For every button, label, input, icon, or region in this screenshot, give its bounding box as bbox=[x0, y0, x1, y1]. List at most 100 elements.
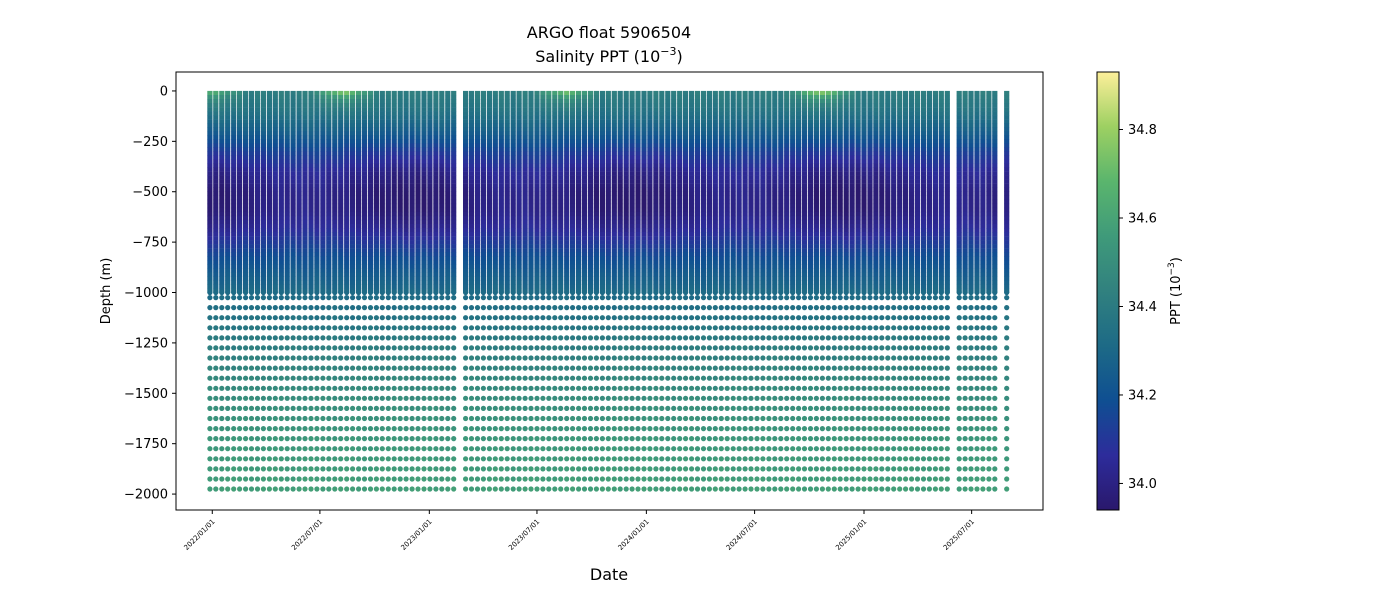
data-point bbox=[332, 395, 338, 401]
data-point bbox=[326, 215, 332, 221]
data-point bbox=[510, 252, 516, 257]
data-point bbox=[433, 345, 439, 351]
data-point bbox=[213, 268, 219, 273]
data-point bbox=[237, 268, 243, 273]
data-point bbox=[248, 159, 255, 164]
data-point bbox=[445, 395, 451, 401]
data-point bbox=[302, 228, 308, 233]
data-point bbox=[534, 203, 540, 209]
data-point bbox=[254, 345, 261, 351]
data-point bbox=[463, 111, 469, 116]
data-point bbox=[379, 248, 385, 253]
data-point bbox=[248, 466, 255, 472]
data-point bbox=[361, 315, 368, 321]
data-point bbox=[344, 415, 350, 422]
data-point bbox=[486, 289, 492, 296]
data-point bbox=[558, 395, 564, 401]
data-point bbox=[599, 147, 605, 152]
data-point bbox=[587, 111, 594, 116]
data-point bbox=[272, 119, 278, 124]
data-point bbox=[314, 345, 320, 351]
data-point bbox=[290, 272, 296, 277]
data-point bbox=[504, 486, 510, 492]
data-point bbox=[510, 248, 516, 253]
data-point bbox=[361, 95, 368, 100]
data-point bbox=[403, 111, 409, 116]
data-point bbox=[445, 159, 451, 164]
data-point bbox=[522, 295, 528, 301]
data-point bbox=[516, 289, 522, 296]
data-point bbox=[344, 163, 350, 168]
data-point bbox=[552, 111, 558, 116]
data-point bbox=[581, 151, 588, 156]
data-point bbox=[415, 163, 421, 168]
data-point bbox=[391, 127, 397, 132]
subtitle-close: ) bbox=[677, 47, 683, 66]
data-point bbox=[510, 365, 516, 371]
data-point bbox=[451, 375, 457, 381]
data-point bbox=[546, 395, 552, 401]
data-point bbox=[237, 289, 243, 296]
data-point bbox=[540, 111, 546, 116]
data-point bbox=[350, 276, 356, 281]
data-point bbox=[415, 191, 421, 196]
data-point bbox=[338, 195, 344, 201]
data-point bbox=[611, 476, 617, 482]
data-point bbox=[486, 426, 492, 432]
data-point bbox=[415, 456, 421, 462]
data-point bbox=[367, 466, 374, 472]
data-point bbox=[558, 426, 564, 432]
data-point bbox=[421, 345, 427, 351]
data-point bbox=[308, 155, 314, 160]
data-point bbox=[350, 115, 356, 120]
data-point bbox=[498, 119, 504, 124]
data-point bbox=[243, 466, 249, 472]
data-point bbox=[528, 280, 534, 285]
data-point bbox=[546, 466, 552, 472]
data-point bbox=[570, 123, 576, 128]
data-point bbox=[510, 355, 516, 361]
data-point bbox=[498, 325, 504, 331]
data-point bbox=[361, 284, 368, 289]
data-point bbox=[576, 119, 582, 124]
data-point bbox=[225, 295, 231, 301]
profile bbox=[576, 90, 582, 492]
data-point bbox=[379, 268, 385, 273]
data-point bbox=[564, 203, 570, 209]
data-point bbox=[528, 147, 534, 152]
data-point bbox=[385, 207, 391, 213]
data-point bbox=[415, 446, 421, 452]
data-point bbox=[290, 155, 296, 160]
data-point bbox=[611, 143, 617, 148]
data-point bbox=[397, 295, 403, 301]
data-point bbox=[338, 224, 344, 229]
data-point bbox=[534, 365, 540, 371]
data-point bbox=[451, 248, 457, 253]
data-point bbox=[468, 456, 475, 462]
data-point bbox=[463, 276, 469, 281]
data-point bbox=[570, 456, 576, 462]
data-point bbox=[373, 232, 379, 237]
data-point bbox=[260, 211, 266, 217]
data-point bbox=[237, 115, 243, 120]
data-point bbox=[605, 95, 611, 100]
data-point bbox=[379, 325, 385, 331]
data-point bbox=[296, 284, 302, 289]
data-point bbox=[623, 147, 629, 152]
data-point bbox=[540, 252, 546, 257]
data-point bbox=[474, 111, 481, 116]
data-point bbox=[486, 211, 492, 217]
data-point bbox=[314, 426, 320, 432]
data-point bbox=[367, 385, 374, 391]
data-point bbox=[599, 151, 605, 156]
data-point bbox=[576, 315, 582, 321]
data-point bbox=[320, 256, 326, 261]
data-point bbox=[474, 466, 481, 472]
data-point bbox=[617, 240, 623, 245]
data-point bbox=[623, 167, 629, 172]
data-point bbox=[332, 143, 338, 148]
data-point bbox=[534, 215, 540, 221]
data-point bbox=[480, 228, 486, 233]
data-point bbox=[564, 183, 570, 188]
data-point bbox=[480, 175, 486, 180]
